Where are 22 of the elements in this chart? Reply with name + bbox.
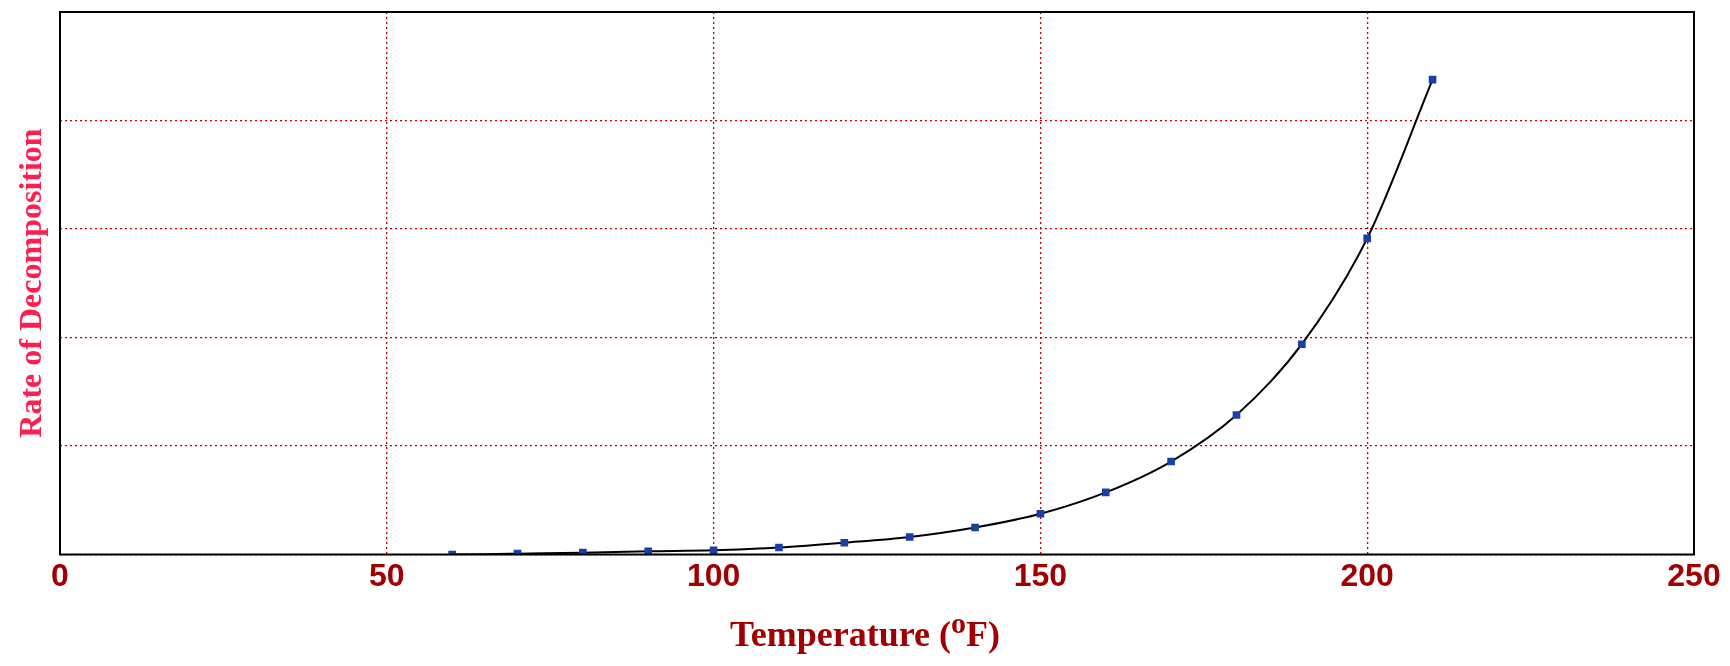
- x-tick-label: 200: [1340, 556, 1394, 593]
- point: [1298, 340, 1306, 349]
- x-tick-label: 100: [686, 556, 741, 593]
- y-axis-title: Rate of Decomposition: [11, 128, 49, 438]
- point: [1428, 75, 1437, 84]
- point: [905, 533, 914, 541]
- x-axis-title: Temperature ($^{o}$F): [729, 606, 1001, 655]
- x-tick-label: 50: [369, 556, 405, 593]
- point: [1363, 234, 1372, 243]
- point: [644, 547, 653, 555]
- point: [775, 543, 783, 552]
- point: [840, 538, 849, 547]
- point: [1232, 411, 1241, 419]
- x-tick-label: 150: [1013, 556, 1068, 593]
- point: [1036, 509, 1045, 518]
- point: [579, 548, 587, 555]
- point: [971, 523, 979, 532]
- point: [1101, 488, 1110, 497]
- x-tick-label: 0: [51, 556, 69, 593]
- x-tick-label: 250: [1667, 556, 1721, 593]
- point: [709, 546, 718, 555]
- point: [1167, 457, 1175, 466]
